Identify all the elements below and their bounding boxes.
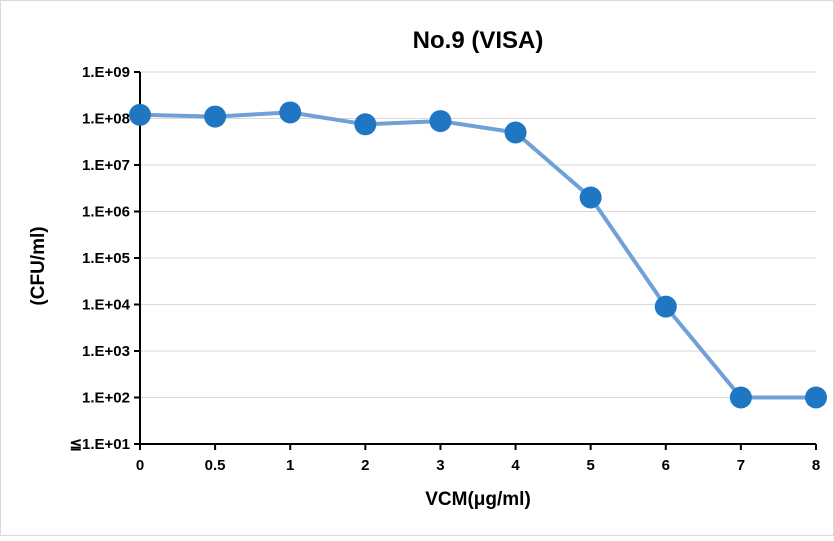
- data-point: [129, 103, 151, 126]
- data-point: [654, 295, 677, 318]
- x-tick-label: 8: [812, 457, 820, 474]
- x-tick-label: 3: [436, 457, 444, 474]
- x-tick-label: 2: [361, 457, 369, 474]
- data-point: [729, 386, 752, 409]
- y-tick-label: 1.E+09: [82, 64, 130, 81]
- y-tick-label: 1.E+05: [82, 250, 130, 267]
- data-point: [354, 113, 377, 136]
- y-tick-label: 1.E+06: [82, 204, 130, 221]
- x-tick-label: 0: [136, 457, 144, 474]
- y-tick-label: 1.E+03: [82, 343, 130, 360]
- x-axis-title: VCM(μg/ml): [425, 489, 531, 510]
- data-point: [429, 110, 452, 133]
- series-line: [139, 110, 816, 400]
- x-tick-label: 6: [662, 457, 670, 474]
- series-layer: [129, 101, 827, 409]
- x-tick-label: 7: [737, 457, 745, 474]
- chart-title: No.9 (VISA): [413, 27, 544, 54]
- axes: [134, 71, 817, 450]
- data-point: [204, 105, 227, 128]
- y-tick-label: ≦1.E+01: [69, 436, 130, 453]
- y-tick-label: 1.E+04: [82, 297, 131, 314]
- data-point: [279, 101, 302, 124]
- data-point: [805, 386, 827, 409]
- data-point: [504, 121, 527, 144]
- data-point: [579, 186, 602, 209]
- tick-labels: ≦1.E+01 1.E+02 1.E+03 1.E+04 1.E+05 1.E+06 1.E…: [69, 64, 820, 474]
- y-tick-label: 1.E+07: [82, 157, 130, 174]
- x-tick-label: 5: [586, 457, 594, 474]
- y-axis-title: (CFU/ml): [28, 226, 49, 305]
- x-tick-label: 4: [511, 457, 520, 474]
- x-tick-label: 1: [286, 457, 294, 474]
- y-tick-label: 1.E+02: [82, 390, 130, 407]
- x-tick-label: 0.5: [205, 457, 226, 474]
- y-tick-label: 1.E+08: [82, 111, 130, 128]
